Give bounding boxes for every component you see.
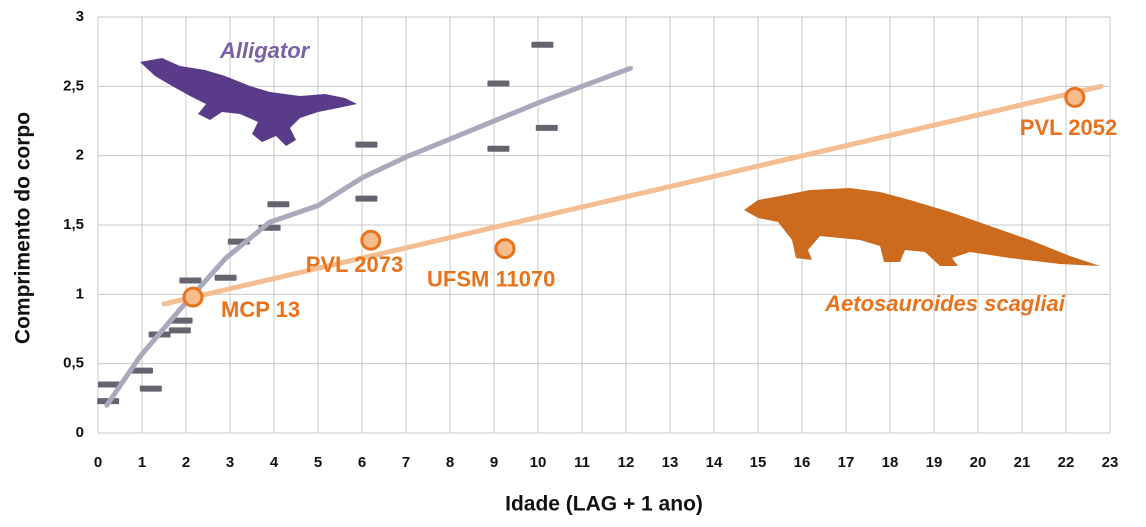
x-tick-label: 5	[314, 454, 322, 471]
x-tick-label: 2	[182, 454, 190, 471]
x-tick-label: 12	[618, 454, 635, 471]
x-axis-title: Idade (LAG + 1 ano)	[505, 493, 703, 516]
y-tick-label: 1	[76, 285, 84, 302]
x-tick-label: 13	[662, 454, 679, 471]
x-tick-label: 22	[1058, 454, 1075, 471]
data-dash	[140, 386, 162, 392]
data-point	[1066, 88, 1084, 106]
data-dash	[179, 277, 201, 283]
annotation: Alligator	[219, 38, 311, 63]
annotation: Aetosauroides scagliai	[824, 291, 1066, 316]
x-tick-label: 15	[750, 454, 767, 471]
data-dash	[531, 42, 553, 48]
y-tick-label: 1,5	[63, 216, 84, 233]
y-tick-label: 3	[76, 8, 84, 25]
x-tick-label: 6	[358, 454, 366, 471]
x-tick-label: 23	[1102, 454, 1119, 471]
x-tick-label: 9	[490, 454, 498, 471]
x-tick-label: 17	[838, 454, 855, 471]
data-point	[496, 240, 514, 258]
data-dash	[267, 201, 289, 207]
alligator-silhouette	[140, 58, 357, 146]
point-label: PVL 2073	[306, 252, 403, 277]
x-tick-label: 19	[926, 454, 943, 471]
x-tick-label: 7	[402, 454, 410, 471]
data-dash	[355, 142, 377, 148]
x-tick-label: 4	[270, 454, 279, 471]
aetosaur-silhouette	[744, 188, 1100, 266]
y-tick-label: 0	[76, 424, 84, 441]
data-point	[362, 231, 380, 249]
point-label: PVL 2052	[1020, 115, 1117, 140]
data-dash	[536, 125, 558, 131]
chart: Idade (LAG + 1 ano) Comprimento do corpo…	[0, 0, 1146, 522]
y-tick-label: 2	[76, 147, 84, 164]
data-dash	[355, 196, 377, 202]
data-dash	[169, 327, 191, 333]
data-dash	[487, 81, 509, 87]
point-label: MCP 13	[221, 297, 300, 322]
x-tick-label: 1	[138, 454, 146, 471]
data-point	[184, 288, 202, 306]
point-label: UFSM 11070	[427, 266, 555, 291]
x-tick-label: 14	[706, 454, 723, 471]
y-tick-label: 0,5	[63, 355, 84, 372]
x-tick-label: 16	[794, 454, 811, 471]
x-tick-label: 20	[970, 454, 987, 471]
x-tick-label: 11	[574, 454, 590, 471]
data-dash	[215, 275, 237, 281]
x-tick-label: 18	[882, 454, 899, 471]
y-axis-title: Comprimento do corpo	[12, 112, 35, 344]
x-tick-label: 10	[530, 454, 547, 471]
x-tick-label: 0	[94, 454, 102, 471]
data-dash	[487, 146, 509, 152]
x-tick-label: 21	[1014, 454, 1031, 471]
x-tick-label: 3	[226, 454, 234, 471]
trend-line	[164, 86, 1101, 304]
y-tick-label: 2,5	[63, 77, 84, 94]
x-tick-label: 8	[446, 454, 454, 471]
